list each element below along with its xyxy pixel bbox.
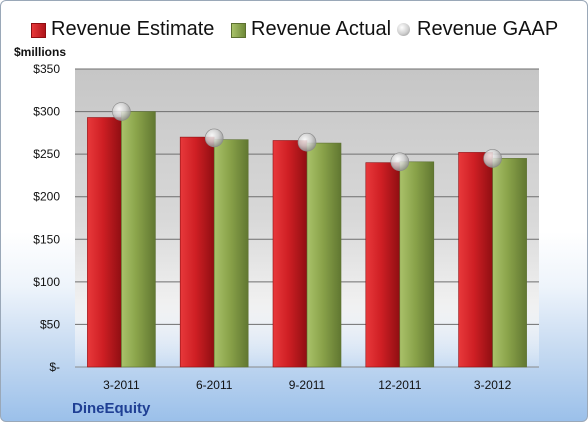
x-tick-label: 6-2011 [196,378,233,392]
y-tick-label: $150 [33,232,60,246]
x-tick-label: 3-2012 [474,378,512,392]
legend-label-revenue-estimate: Revenue Estimate [51,18,215,40]
bar-revenue-actual [492,158,527,368]
y-tick-label: $50 [40,317,60,331]
y-tick-label: $250 [33,147,60,161]
x-tick-label: 3-2011 [103,378,140,392]
bar-revenue-estimate [272,140,308,368]
marker-revenue-gaap [297,132,317,152]
bar-revenue-actual [213,139,249,368]
y-tick-label: $300 [33,105,60,119]
bar-revenue-actual [399,161,435,368]
x-tick-label: 12-2011 [378,378,421,392]
marker-revenue-gaap [483,149,502,168]
bar-revenue-actual [306,142,342,368]
x-tick-label: 9-2011 [289,378,326,392]
legend-label-revenue-actual: Revenue Actual [251,18,392,40]
marker-revenue-gaap [112,102,131,121]
bar-revenue-estimate [179,136,215,368]
marker-revenue-gaap [390,152,410,172]
marker-revenue-gaap [204,128,224,148]
legend-swatch-revenue-actual [231,23,246,38]
company-name: DineEquity [72,400,151,417]
legend-swatch-revenue-estimate [31,23,46,38]
y-tick-label: $100 [33,275,60,289]
bar-revenue-estimate [87,117,122,368]
y-tick-label: $- [49,360,60,374]
legend-swatch-revenue-gaap [397,23,410,36]
y-tick-label: $350 [33,62,60,76]
legend-label-revenue-gaap: Revenue GAAP [417,18,559,40]
bar-revenue-actual [121,111,156,368]
y-axis-unit-label: $millions [14,45,67,59]
y-tick-label: $200 [33,190,60,204]
bar-revenue-estimate [458,152,493,368]
bar-revenue-estimate [365,162,401,368]
